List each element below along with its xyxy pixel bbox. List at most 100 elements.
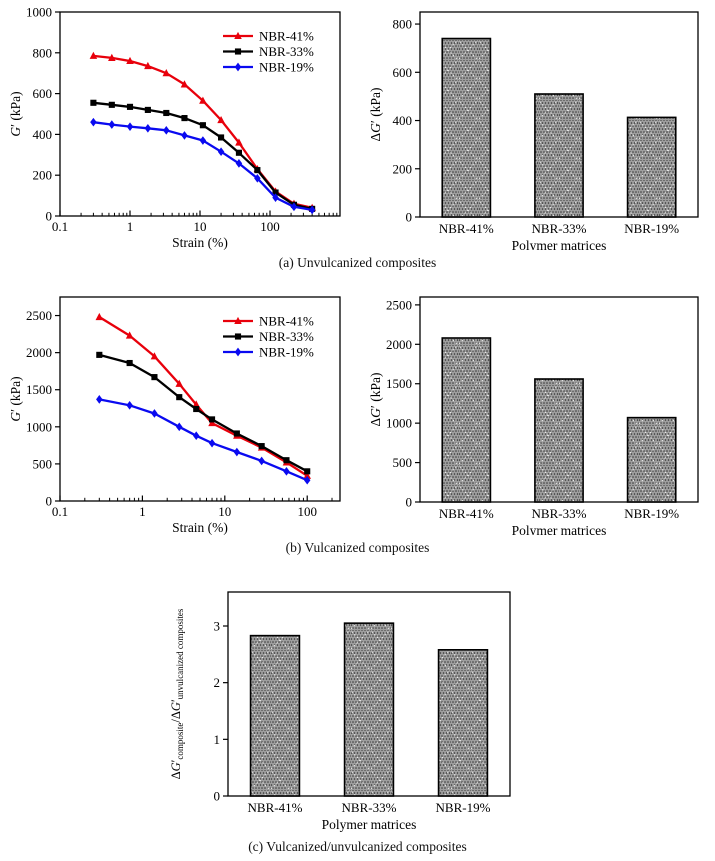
y-axis: 0 500 1000 1500 2000 2500 xyxy=(26,308,60,509)
b-line-svg: 0 500 1000 1500 2000 2500 0.1 1 10 100 Strain (%) G… xyxy=(8,296,341,535)
diamond-marker xyxy=(126,400,133,410)
square-marker xyxy=(254,167,261,174)
y-tick-label: 0 xyxy=(46,494,53,509)
square-marker xyxy=(258,443,265,450)
bar-NBR-19% xyxy=(626,116,677,218)
y-tick-label: 2000 xyxy=(26,345,52,360)
x-tick-label: 10 xyxy=(218,504,231,519)
legend-label: NBR-41% xyxy=(259,314,314,329)
chart-a-bar-delta-g: 0 200 400 600 800 NBR-41% NBR-33% NBR-19% Polyme… xyxy=(358,0,715,250)
y-tick-label: 2000 xyxy=(386,337,412,352)
b-bar-svg: 0 500 1000 1500 2000 2500 NBR-41% NBR-33% NBR-19… xyxy=(368,296,699,535)
bar-NBR-33% xyxy=(343,622,395,797)
category-label: NBR-19% xyxy=(436,800,491,815)
square-marker xyxy=(272,189,279,196)
diamond-marker xyxy=(192,431,200,441)
triangle-marker xyxy=(303,471,311,479)
legend-label: NBR-19% xyxy=(259,60,314,75)
y-tick-label: 2500 xyxy=(26,308,52,323)
triangle-marker xyxy=(144,61,152,70)
diamond-marker xyxy=(199,136,207,145)
panel-b-caption: (b) Vulcanized composites xyxy=(285,540,430,555)
square-marker xyxy=(126,359,133,367)
diamond-marker xyxy=(234,347,242,357)
legend-label: NBR-19% xyxy=(259,345,314,360)
triangle-marker xyxy=(150,352,159,360)
a-line-svg: 0 200 400 600 800 1000 0.1 1 10 100 Strain (%) G′ (… xyxy=(8,5,341,250)
triangle-marker xyxy=(180,80,189,88)
x-axis-title: Polymer matrices xyxy=(322,817,417,832)
square-marker xyxy=(193,405,200,413)
category-label: NBR-19% xyxy=(624,221,679,236)
bar-NBR-41% xyxy=(441,337,492,503)
triangle-marker xyxy=(89,51,98,59)
square-marker xyxy=(144,106,151,113)
x-axis-title: Strain (%) xyxy=(172,520,228,535)
x-axis: 0.1 1 10 100 xyxy=(52,495,333,519)
diamond-marker xyxy=(234,62,242,72)
y-axis-title: ΔG′ (kPa) xyxy=(368,372,383,426)
a-bar-svg: 0 200 400 600 800 NBR-41% NBR-33% NBR-19% Polyme… xyxy=(368,11,699,250)
category-label: NBR-33% xyxy=(532,506,587,521)
legend: NBR-41%NBR-33%NBR-19% xyxy=(223,314,314,360)
panel-a-caption: (a) Unvulcanized composites xyxy=(278,255,437,270)
x-axis-title: Polymer matrices xyxy=(512,523,607,535)
chart-a-line-strain-sweep: 0 200 400 600 800 1000 0.1 1 10 100 Strain (%) G′ (… xyxy=(0,0,358,250)
triangle-marker xyxy=(234,316,242,325)
y-axis: 0 500 1000 1500 2000 2500 xyxy=(386,297,420,510)
square-marker xyxy=(234,333,242,340)
y-tick-label: 600 xyxy=(33,86,53,101)
x-axis: 0.1 1 10 100 xyxy=(52,210,338,234)
y-axis-title: G′ (kPa) xyxy=(8,91,23,136)
y-tick-label: 0 xyxy=(406,495,413,510)
triangle-marker xyxy=(125,331,134,339)
diamond-marker xyxy=(96,395,103,404)
y-axis: 0 200 400 600 800 1000 xyxy=(26,5,60,224)
square-marker xyxy=(208,416,216,423)
square-marker xyxy=(163,109,170,117)
legend-label: NBR-41% xyxy=(259,29,314,44)
x-tick-label: 100 xyxy=(260,219,280,234)
category-label: NBR-19% xyxy=(624,506,679,521)
square-marker xyxy=(235,149,243,156)
triangle-marker xyxy=(235,138,243,146)
square-marker xyxy=(304,468,311,475)
square-marker xyxy=(181,115,188,122)
square-marker xyxy=(233,430,240,437)
y-axis: 0 200 400 600 800 xyxy=(393,17,420,225)
y-axis-title: ΔG′ (kPa) xyxy=(368,87,383,141)
square-marker xyxy=(96,351,103,358)
y-tick-label: 0 xyxy=(214,789,221,804)
x-tick-label: 0.1 xyxy=(52,219,68,234)
diamond-marker xyxy=(144,123,152,133)
diamond-marker xyxy=(235,159,243,168)
diamond-marker xyxy=(233,447,241,457)
y-tick-label: 200 xyxy=(393,161,413,176)
x-tick-label: 100 xyxy=(297,504,317,519)
triangle-marker xyxy=(108,53,116,61)
diamond-marker xyxy=(258,456,265,466)
square-marker xyxy=(234,48,242,55)
bar-NBR-33% xyxy=(534,93,584,218)
bars xyxy=(441,337,677,503)
diamond-marker xyxy=(126,122,134,131)
diamond-marker xyxy=(283,467,290,476)
x-tick-label: 1 xyxy=(127,219,134,234)
bar-NBR-19% xyxy=(626,416,677,503)
triangle-marker xyxy=(217,115,225,124)
c-bar-svg: 0 1 2 3 NBR-41% NBR-33% NBR-19% Polymer matrice… xyxy=(169,591,511,832)
y-axis-title: ΔG′composite/ΔG′unvulcanized composites xyxy=(169,608,185,779)
diamond-marker xyxy=(181,131,188,140)
triangle-marker xyxy=(162,69,171,77)
legend: NBR-41%NBR-33%NBR-19% xyxy=(223,29,314,75)
triangle-marker xyxy=(175,379,184,387)
y-tick-label: 0 xyxy=(46,209,53,224)
y-tick-label: 0 xyxy=(406,210,413,225)
chart-b-line-strain-sweep: 0 500 1000 1500 2000 2500 0.1 1 10 100 Strain (%) G… xyxy=(0,285,358,535)
y-tick-label: 600 xyxy=(393,65,413,80)
chart-b-bar-delta-g: 0 500 1000 1500 2000 2500 NBR-41% NBR-33% NBR-19… xyxy=(358,285,715,535)
y-tick-label: 500 xyxy=(33,456,53,471)
series-NBR-19% xyxy=(90,117,316,215)
diamond-marker xyxy=(90,117,97,127)
y-tick-label: 800 xyxy=(33,45,53,60)
